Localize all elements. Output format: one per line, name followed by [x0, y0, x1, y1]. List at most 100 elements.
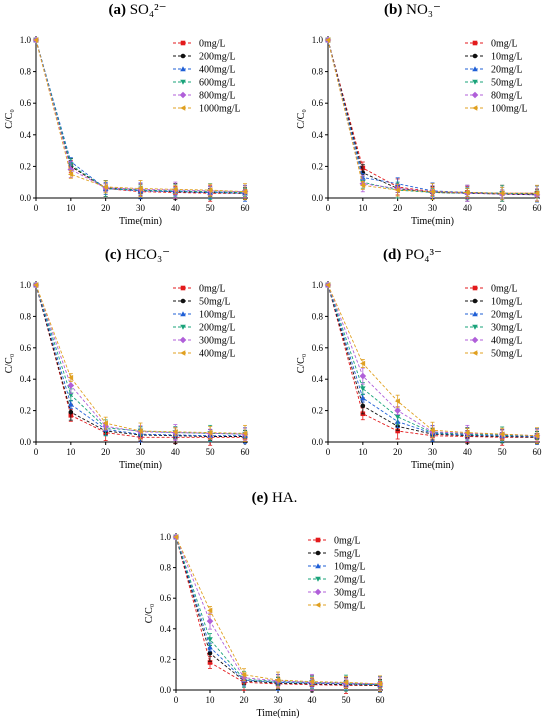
legend-label: 300mg/L — [199, 336, 236, 347]
series-100mg/L — [325, 37, 540, 202]
data-point — [172, 428, 178, 435]
x-tick-label: 50 — [206, 447, 216, 457]
legend-swatch-marker — [472, 40, 478, 46]
y-tick-label: 0.6 — [312, 98, 324, 108]
data-point — [207, 429, 213, 436]
y-tick-label: 0.2 — [312, 406, 323, 416]
data-point — [207, 644, 213, 650]
x-axis-label: Time(min) — [411, 460, 454, 471]
legend-label: 20mg/L — [491, 310, 523, 321]
data-point — [68, 401, 74, 407]
x-axis-label: Time(min) — [257, 708, 300, 719]
data-point — [207, 607, 213, 614]
x-tick-label: 10 — [358, 447, 368, 457]
x-axis-label: Time(min) — [119, 216, 162, 227]
y-tick-label: 0.8 — [312, 67, 324, 77]
legend-label: 50mg/L — [334, 601, 366, 612]
series-line — [35, 39, 246, 194]
x-tick-label: 20 — [101, 203, 111, 213]
legend-label: 0mg/L — [199, 284, 226, 295]
legend-swatch-marker — [180, 66, 186, 72]
legend-swatch-marker — [179, 91, 187, 99]
data-point — [360, 395, 366, 401]
data-point — [33, 282, 39, 288]
x-tick-label: 30 — [428, 447, 438, 457]
legend-label: 10mg/L — [334, 562, 366, 573]
data-point — [68, 409, 74, 415]
x-tick-label: 30 — [428, 203, 438, 213]
data-point — [207, 187, 213, 193]
y-tick-label: 0.4 — [312, 130, 324, 140]
data-point — [360, 403, 366, 409]
legend: 0mg/L 10mg/L 20mg/L 30mg/L 40mg/L 50mg/L — [465, 284, 523, 360]
y-tick-label: 0.4 — [20, 130, 32, 140]
x-tick-label: 10 — [66, 203, 76, 213]
series-line — [35, 39, 246, 193]
legend-swatch-marker — [179, 336, 187, 344]
series-1000mg/L — [33, 37, 248, 201]
series-line — [327, 284, 538, 437]
y-tick-label: 1.0 — [312, 280, 324, 290]
data-point — [207, 650, 213, 656]
y-tick-label: 1.0 — [20, 280, 32, 290]
legend-label: 5mg/L — [334, 549, 361, 560]
data-point — [206, 617, 214, 625]
x-tick-label: 0 — [34, 447, 39, 457]
y-tick-label: 0.4 — [160, 624, 172, 634]
legend-label: 30mg/L — [491, 323, 523, 334]
legend-swatch-marker — [180, 324, 186, 330]
y-axis-label: C/C₀ — [296, 109, 307, 129]
legend: 0mg/L 10mg/L 20mg/L 50mg/L 80mg/L 100mg/L — [465, 39, 528, 115]
data-point — [207, 660, 213, 665]
legend-swatch-marker — [472, 324, 478, 330]
data-point — [394, 187, 400, 193]
legend-swatch-marker — [315, 576, 321, 582]
x-tick-label: 50 — [342, 695, 352, 705]
legend-swatch-marker — [472, 105, 478, 111]
y-tick-label: 0.0 — [20, 437, 32, 447]
panel-title: (c) HCO₃⁻ — [0, 245, 275, 264]
data-point — [137, 428, 143, 434]
panel-label: (e) — [251, 490, 269, 506]
y-tick-label: 0.4 — [312, 374, 324, 384]
legend-swatch-marker — [180, 40, 186, 46]
data-point — [499, 190, 505, 197]
data-point — [343, 679, 349, 686]
series-50mg/L — [173, 534, 383, 693]
x-tick-label: 60 — [376, 695, 386, 705]
y-tick-label: 0.6 — [20, 98, 32, 108]
chart-svg: 0 10 20 30 40 50 60 0.0 0.2 0.4 0.6 0.8 1.0 Time(min)… — [4, 280, 250, 471]
data-point — [360, 386, 366, 392]
legend-label: 100mg/L — [199, 310, 236, 321]
y-axis-label: C/C₀ — [144, 603, 155, 623]
legend-label: 20mg/L — [334, 575, 366, 586]
series-50mg/L — [325, 282, 540, 445]
legend-label: 400mg/L — [199, 65, 236, 76]
legend-label: 80mg/L — [491, 91, 523, 102]
y-tick-label: 0.6 — [20, 343, 32, 353]
series-line — [35, 284, 245, 437]
y-axis-label: C/C₀ — [4, 109, 15, 129]
panel-a: (a) SO₄²⁻ 0 10 20 30 40 50 60 0.0 0.2 0.4 0.6 0.8 1.… — [0, 0, 275, 245]
legend-swatch-marker — [471, 91, 479, 99]
series-line — [327, 39, 537, 194]
x-tick-label: 20 — [393, 447, 403, 457]
y-tick-label: 0.0 — [312, 193, 324, 203]
legend-swatch-marker — [315, 537, 321, 543]
x-tick-label: 30 — [136, 203, 146, 213]
legend-swatch-marker — [314, 588, 322, 596]
x-tick-label: 50 — [206, 203, 216, 213]
x-tick-label: 40 — [463, 203, 473, 213]
panel-title: (a) SO₄²⁻ — [0, 0, 275, 19]
data-point — [534, 190, 540, 197]
panel-label: (a) — [108, 2, 126, 18]
y-axis-label: C/C₀ — [4, 353, 15, 373]
data-point — [394, 407, 401, 414]
x-tick-label: 20 — [240, 695, 250, 705]
panel-b: (b) NO₃⁻ 0 10 20 30 40 50 60 0.0 0.2 0.4 0.6 0.8 1.0… — [275, 0, 550, 245]
legend-swatch-marker — [472, 298, 478, 304]
legend-swatch-marker — [180, 79, 186, 85]
y-axis-label: C/C₀ — [296, 353, 307, 373]
legend-swatch-marker — [180, 298, 186, 304]
legend-label: 0mg/L — [491, 39, 518, 50]
